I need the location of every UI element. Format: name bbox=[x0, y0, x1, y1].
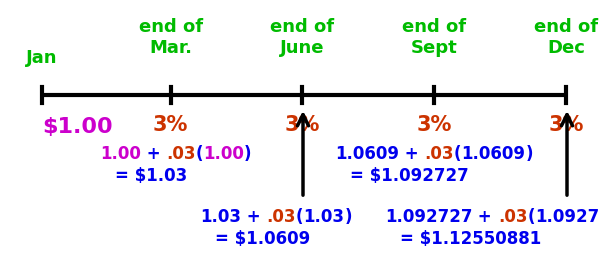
Text: = $1.03: = $1.03 bbox=[115, 167, 187, 185]
Text: end of
Mar.: end of Mar. bbox=[138, 18, 203, 57]
Text: = $1.0609: = $1.0609 bbox=[215, 230, 310, 248]
Text: $1.00: $1.00 bbox=[42, 117, 113, 137]
Text: ): ) bbox=[344, 208, 352, 226]
Text: +: + bbox=[141, 145, 167, 163]
Text: +: + bbox=[399, 145, 424, 163]
Text: 1.092727: 1.092727 bbox=[385, 208, 473, 226]
Text: 3%: 3% bbox=[285, 115, 320, 135]
Text: (: ( bbox=[196, 145, 203, 163]
Text: Jan: Jan bbox=[26, 49, 58, 67]
Text: (: ( bbox=[296, 208, 303, 226]
Text: 1.03: 1.03 bbox=[200, 208, 241, 226]
Text: 1.0609: 1.0609 bbox=[461, 145, 525, 163]
Text: = $1.12550881: = $1.12550881 bbox=[400, 230, 541, 248]
Text: end of
Dec: end of Dec bbox=[534, 18, 598, 57]
Text: 1.03: 1.03 bbox=[303, 208, 344, 226]
Text: .03: .03 bbox=[267, 208, 296, 226]
Text: .03: .03 bbox=[167, 145, 196, 163]
Text: 1.00: 1.00 bbox=[100, 145, 141, 163]
Text: 3%: 3% bbox=[416, 115, 452, 135]
Text: 3%: 3% bbox=[153, 115, 189, 135]
Text: 3%: 3% bbox=[548, 115, 584, 135]
Text: +: + bbox=[241, 208, 267, 226]
Text: 1.092727: 1.092727 bbox=[535, 208, 599, 226]
Text: 1.0609: 1.0609 bbox=[335, 145, 399, 163]
Text: .03: .03 bbox=[424, 145, 454, 163]
Text: ): ) bbox=[244, 145, 252, 163]
Text: = $1.092727: = $1.092727 bbox=[350, 167, 469, 185]
Text: end of
Sept: end of Sept bbox=[402, 18, 467, 57]
Text: (: ( bbox=[527, 208, 535, 226]
Text: .03: .03 bbox=[498, 208, 527, 226]
Text: end of
June: end of June bbox=[270, 18, 335, 57]
Text: ): ) bbox=[525, 145, 533, 163]
Text: (: ( bbox=[454, 145, 461, 163]
Text: +: + bbox=[473, 208, 498, 226]
Text: 1.00: 1.00 bbox=[203, 145, 244, 163]
